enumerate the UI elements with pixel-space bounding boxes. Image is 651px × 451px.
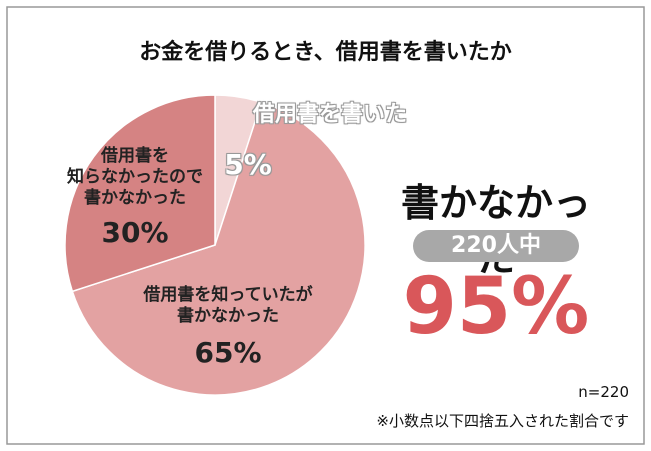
big-percent: 95% [402, 262, 590, 352]
value-label: 65% [194, 336, 262, 369]
badge: 220人中 [413, 230, 579, 262]
note: n=220 [578, 383, 629, 401]
value-label: 30% [101, 216, 169, 249]
slice-label: 借用書を書いた [252, 102, 408, 127]
chart-title: お金を借りるとき、借用書を書いたか [139, 40, 512, 65]
pie-slice [64, 94, 216, 293]
slice-label: 借用書を 知らなかったので 書かなかった [67, 146, 203, 208]
note: ※小数点以下四捨五入された割合です [376, 412, 629, 430]
value-label: 5% [224, 148, 272, 181]
slice-label: 借用書を知っていたが 書かなかった [143, 285, 313, 326]
frame [6, 6, 645, 445]
pie-slice [71, 101, 366, 396]
